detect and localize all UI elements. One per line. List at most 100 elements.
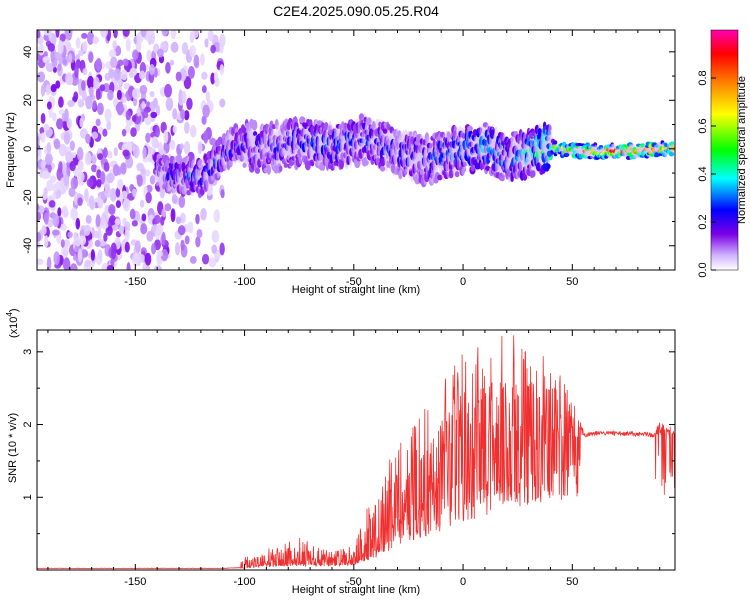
heatmap-cell (546, 163, 551, 170)
heatmap-cell (109, 56, 118, 69)
heatmap-cell (111, 246, 117, 260)
heatmap-cell (211, 229, 220, 243)
y-tick-label: 0 (22, 146, 34, 152)
heatmap-cell (84, 188, 89, 202)
heatmap-cell (52, 229, 60, 236)
colorbar: 0.0 0.2 0.4 0.6 0.8 Normalized spectral ampl… (697, 29, 748, 278)
heatmap-cell (62, 58, 68, 66)
heatmap-cell (107, 89, 114, 101)
heatmap-cell (60, 239, 65, 248)
heatmap-cell (129, 208, 136, 220)
heatmap-cell (145, 132, 151, 143)
heatmap-cell (149, 64, 155, 76)
heatmap-cell (150, 30, 156, 45)
heatmap-cell (74, 64, 79, 79)
heatmap-cell (61, 205, 69, 218)
heatmap-cell (142, 111, 149, 119)
heatmap-cell (97, 126, 104, 135)
heatmap-cell (106, 119, 112, 131)
colorbar-gradient (710, 29, 739, 271)
heatmap-cell (177, 225, 186, 236)
heatmap-cell (37, 147, 42, 161)
heatmap-cell (183, 141, 191, 155)
heatmap-cell (122, 149, 130, 157)
heatmap-cell (76, 147, 84, 161)
heatmap-cell (144, 252, 152, 266)
heatmap-cell (122, 30, 130, 37)
heatmap-cell (111, 224, 119, 231)
heatmap-cell (47, 43, 56, 52)
heatmap-cell (201, 253, 210, 265)
heatmap-cell (79, 117, 84, 128)
snr-line (37, 335, 675, 570)
heatmap-cell (175, 71, 182, 82)
heatmap-cell (131, 115, 137, 123)
heatmap-cell (160, 42, 168, 52)
heatmap-cell (160, 216, 165, 226)
heatmap-cell (192, 30, 199, 39)
colorbar-tick-label: 0.6 (697, 118, 709, 133)
heatmap-cell (100, 171, 106, 185)
heatmap-cell (189, 255, 197, 264)
heatmap-cell (196, 228, 203, 239)
colorbar-label: Normalized spectral amplitude (736, 76, 748, 224)
heatmap-cell (46, 101, 52, 110)
heatmap-cell (117, 106, 125, 113)
heatmap-cell (75, 217, 81, 230)
heatmap-cell (77, 171, 85, 183)
heatmap-cell (164, 203, 172, 212)
heatmap-cell (152, 97, 158, 109)
heatmap-cell (254, 167, 261, 174)
heatmap-cell (299, 116, 306, 124)
heatmap-cell (93, 230, 100, 239)
heatmap-cell (130, 127, 137, 138)
heatmap-cell (103, 232, 108, 242)
heatmap-cell (164, 83, 173, 98)
heatmap-cell (146, 231, 154, 242)
snr-y-tick-label: 1 (22, 494, 34, 500)
heatmap-cell (668, 151, 675, 157)
heatmap-cell (124, 241, 130, 253)
heatmap-cell (37, 135, 40, 149)
heatmap-cell (64, 30, 72, 38)
colorbar-tick-label: 0.0 (697, 262, 709, 277)
heatmap-cell (45, 59, 50, 72)
heatmap-cell (118, 225, 125, 235)
heatmap-cell (95, 118, 101, 127)
heatmap-cell (62, 258, 71, 270)
heatmap-cell (41, 192, 48, 201)
heatmap-cell (380, 157, 386, 167)
y-scale-exponent: 4 (5, 312, 14, 317)
heatmap-cell (203, 130, 209, 144)
heatmap-cell (37, 211, 42, 222)
heatmap-cell (201, 85, 207, 94)
heatmap-cell (205, 91, 211, 103)
heatmap-cell (63, 132, 71, 145)
heatmap-cell (86, 75, 95, 89)
snr-frame (36, 329, 676, 571)
heatmap-cell (149, 90, 155, 98)
heatmap-cell (153, 265, 162, 270)
heatmap-cell (161, 231, 166, 246)
heatmap-cell (141, 101, 146, 110)
heatmap-cell (52, 112, 57, 122)
heatmap-cell (199, 53, 205, 66)
heatmap-cell (113, 68, 121, 81)
heatmap-cell (95, 87, 101, 101)
heatmap-cell (55, 30, 60, 38)
heatmap-cell (151, 243, 157, 255)
heatmap-cell (186, 97, 193, 110)
heatmap-cell (37, 258, 44, 266)
bottom-x-axis: -150 -100 -50 0 50 (47, 330, 661, 588)
heatmap-cell (139, 254, 145, 264)
heatmap-cell (109, 49, 117, 58)
heatmap-cell (45, 84, 51, 96)
heatmap-cell (100, 215, 106, 226)
heatmap-cell (70, 177, 79, 190)
heatmap-cell (43, 171, 51, 179)
heatmap-cell (37, 241, 41, 249)
heatmap-cell (153, 214, 161, 224)
heatmap-cell (92, 100, 97, 110)
heatmap-cell (150, 111, 158, 119)
heatmap-cell (37, 71, 46, 83)
